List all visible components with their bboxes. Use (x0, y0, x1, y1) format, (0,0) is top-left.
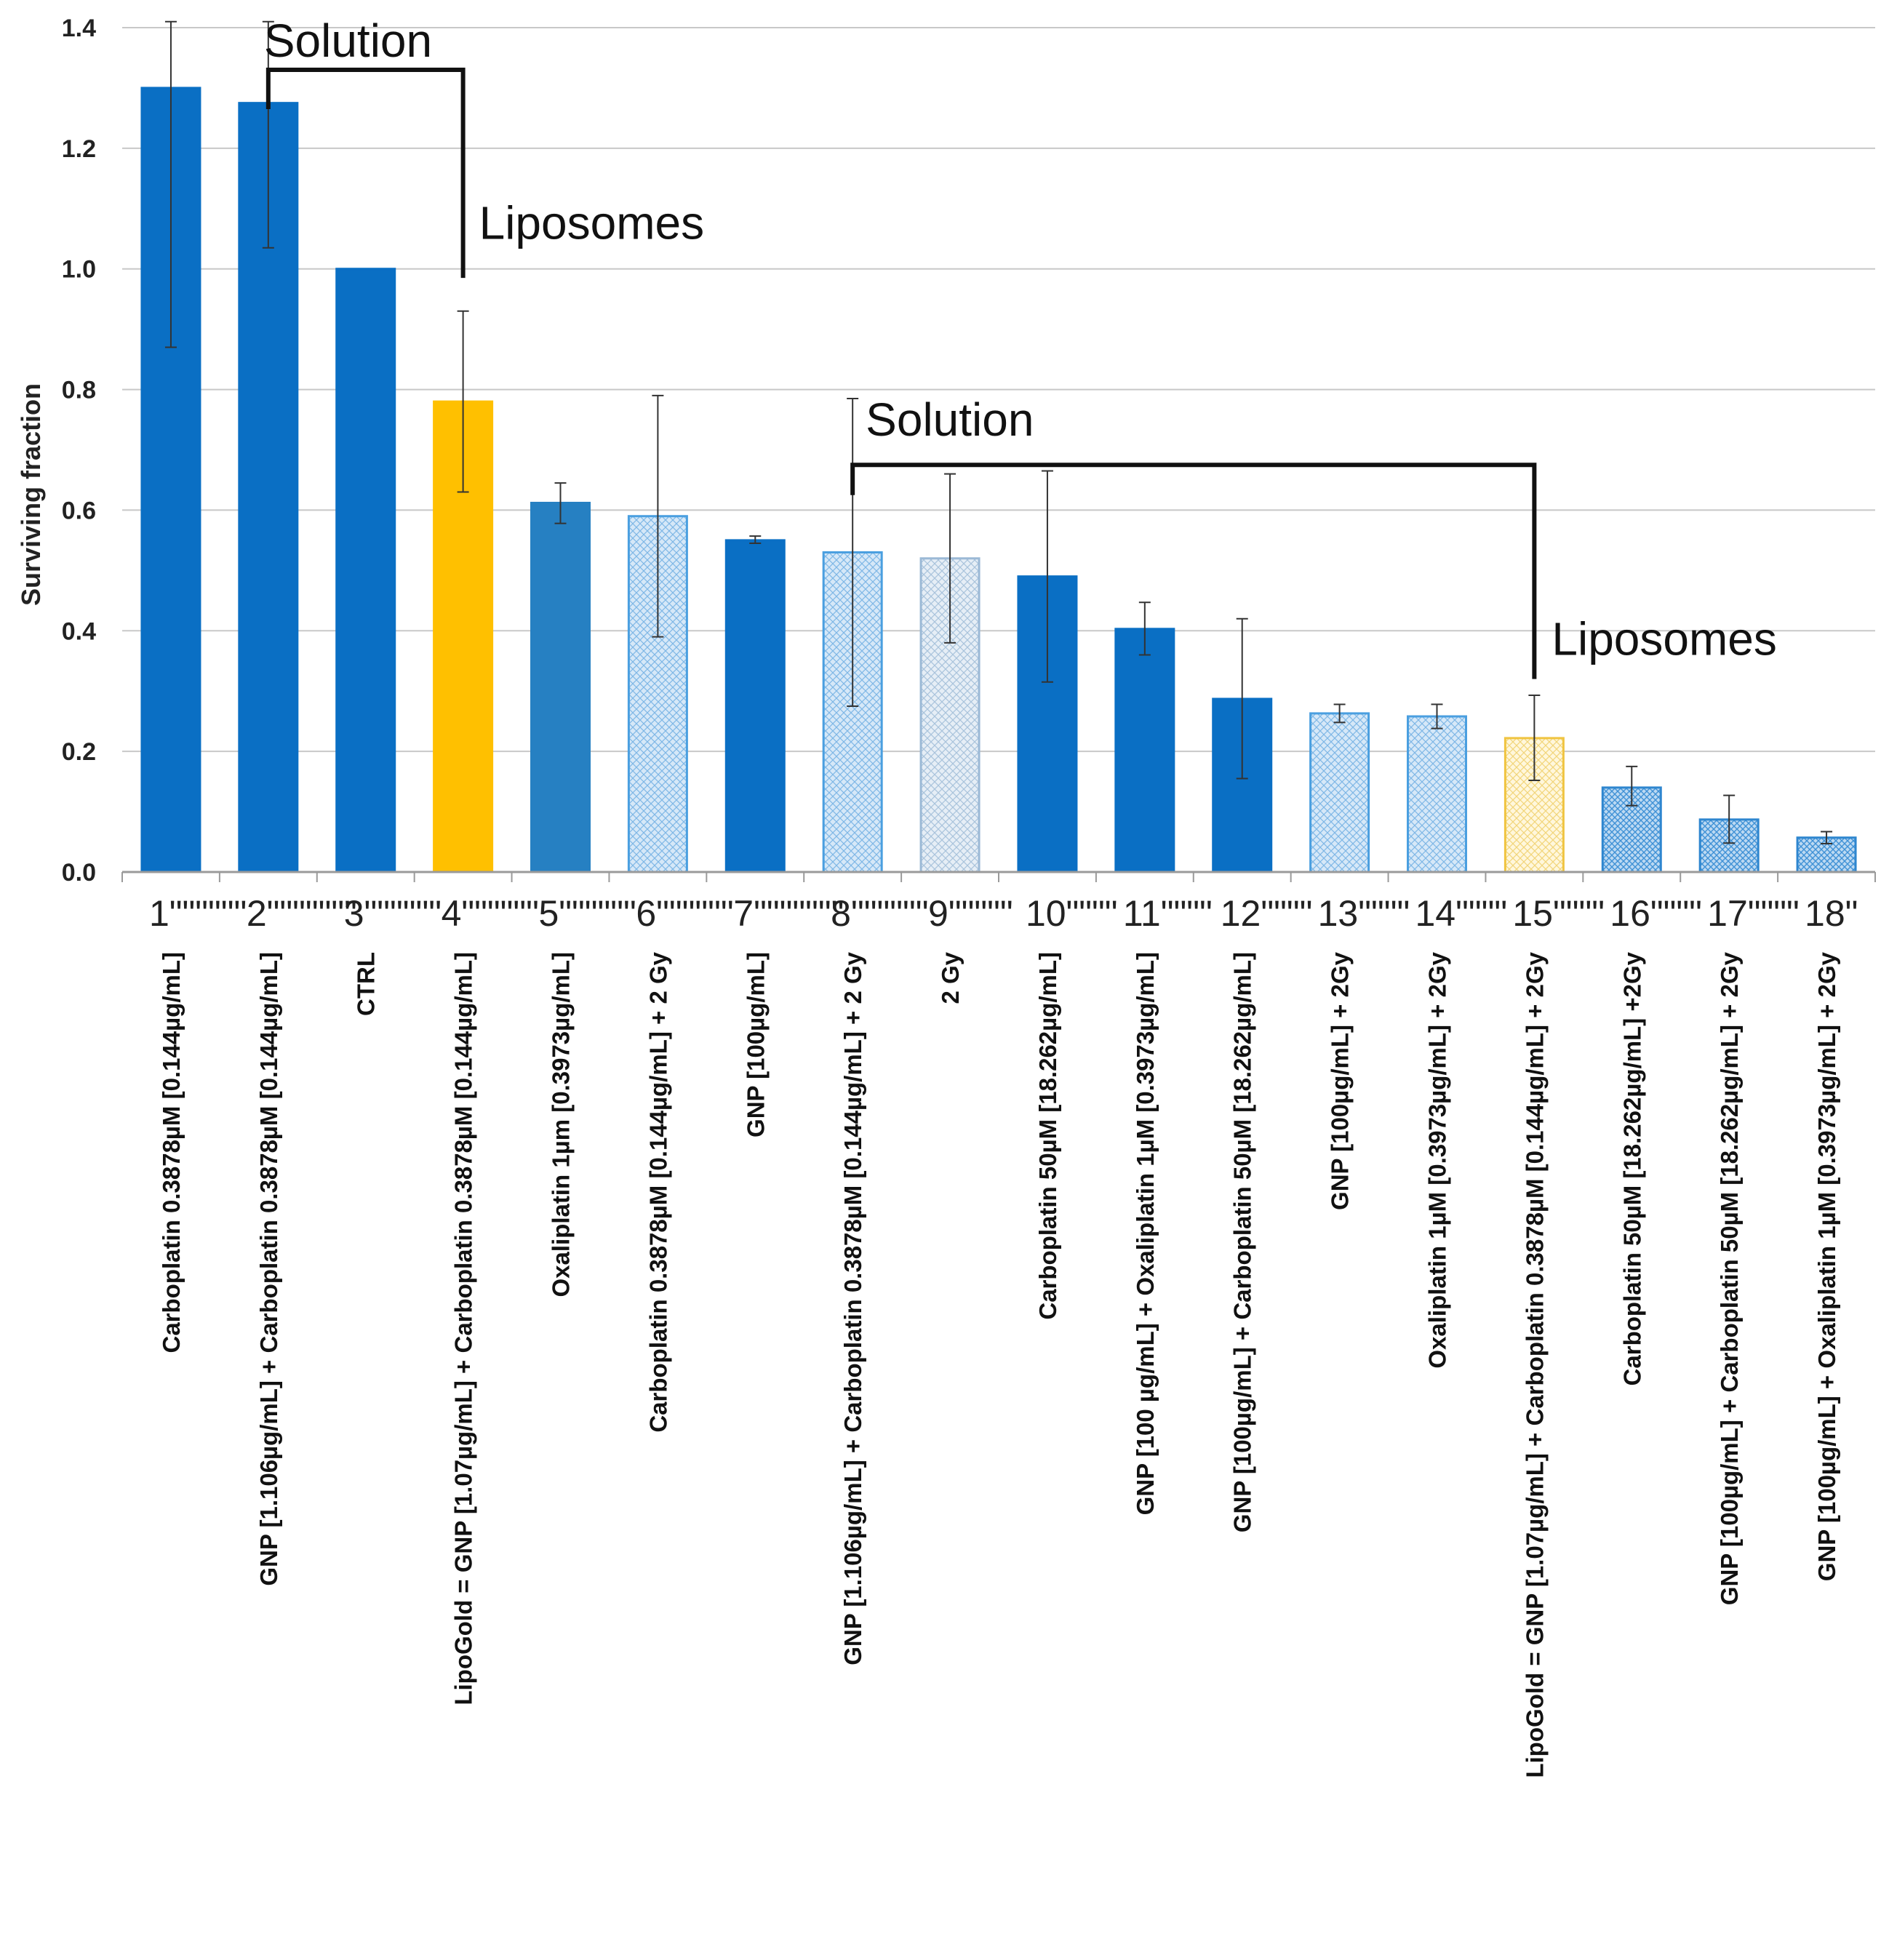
category-label: GNP [1.106µg/mL] + Carboplatin 0.3878µM … (839, 951, 866, 1665)
gridlines (122, 27, 1875, 753)
category-label: Carboplatin 0.3878µM [0.144µg/mL] + 2 Gy (644, 951, 671, 1432)
category-label: Carboplatin 50µM [18.262µg/mL] (1034, 952, 1061, 1320)
bar-number: 6"""""" (636, 893, 733, 934)
error-bar (1041, 470, 1053, 683)
category-label: Carboplatin 0.3878µM [0.144µg/mL] (158, 952, 185, 1353)
bar (335, 268, 396, 873)
bars (140, 87, 1857, 873)
bar-number: 11"""" (1123, 893, 1213, 934)
bar-number: 15"""" (1512, 893, 1605, 934)
category-label: GNP [100µg/mL] + Carboplatin 50µM [18.26… (1229, 952, 1256, 1532)
bar-number: 18" (1805, 893, 1858, 934)
bar (724, 539, 786, 873)
bar-number: 10"""" (1026, 893, 1118, 934)
category-label: Oxaliplatin 1µm [0.3973µg/mL] (548, 952, 575, 1297)
category-label: CTRL (353, 952, 380, 1016)
error-bar (262, 20, 274, 249)
category-label: GNP [100 µg/mL] + Oxaliplatin 1µM [0.397… (1132, 952, 1159, 1515)
y-tick-label: 1.4 (62, 15, 96, 42)
annotations: Solution Liposomes Solution Liposomes (264, 15, 1777, 679)
y-axis-label: Surviving fraction (16, 383, 46, 606)
y-tick-label: 0.8 (62, 377, 96, 404)
bar-number: 14"""" (1415, 893, 1508, 934)
category-label: LipoGold = GNP [1.07µg/mL] + Carboplatin… (450, 952, 477, 1705)
solution-label-1: Solution (264, 15, 432, 67)
liposomes-label-2: Liposomes (1551, 612, 1777, 665)
x-axis-ticks (121, 872, 1876, 882)
category-label: GNP [100µg/mL] + Oxaliplatin 1µM [0.3973… (1813, 951, 1840, 1581)
bar-number: 16"""" (1610, 893, 1702, 934)
bar-number: 4"""""" (442, 893, 539, 934)
bar-number: 3"""""" (344, 893, 442, 934)
bar-number: 2""""""" (247, 893, 357, 934)
error-bar (1528, 695, 1541, 781)
error-bar (1821, 831, 1833, 845)
bracket-line (265, 68, 466, 279)
liposomes-label-1: Liposomes (479, 196, 705, 249)
y-tick-label: 1.2 (62, 135, 96, 163)
solution-bracket-2 (850, 463, 1537, 679)
error-bar (1236, 617, 1248, 780)
error-bar (1723, 794, 1736, 844)
y-tick-label: 0.2 (62, 738, 96, 766)
y-tick-label: 0.4 (62, 617, 96, 645)
bar-number: 8"""""" (831, 893, 928, 934)
solution-label-2: Solution (866, 393, 1034, 446)
solution-bracket-1 (265, 68, 466, 279)
bar (1407, 715, 1467, 873)
bar (1309, 712, 1370, 873)
y-tick-label: 0.6 (62, 497, 96, 524)
error-bar (944, 473, 957, 644)
error-bar (749, 535, 762, 545)
y-axis-ticks: 0.0 0.2 0.4 0.6 0.8 1.0 1.2 1.4 (62, 15, 96, 887)
bracket-line (850, 463, 1537, 679)
error-bar (457, 310, 469, 493)
bar-number: 7""""""" (733, 893, 844, 934)
bar-numbers: 1"""""" 2"""""""3"""""" 4"""""" 5"""""" 6"""… (149, 893, 1858, 934)
bar (1017, 575, 1078, 873)
category-label: Oxaliplatin 1µM [0.3973µg/mL] + 2Gy (1424, 951, 1451, 1368)
bar (530, 501, 591, 873)
bar-number: 1"""""" (149, 893, 247, 934)
bar-number: 17"""" (1707, 893, 1800, 934)
y-tick-label: 0.0 (62, 859, 96, 887)
error-bar (1333, 703, 1346, 724)
bar (1114, 628, 1175, 873)
category-labels: Carboplatin 0.3878µM [0.144µg/mL] GNP [1.… (158, 951, 1840, 1777)
category-label: GNP [100µg/mL] (742, 952, 769, 1137)
bar (1212, 697, 1273, 873)
category-label: Carboplatin 50µM [18.262µg/mL] +2Gy (1618, 951, 1645, 1385)
category-label: 2 Gy (937, 951, 964, 1004)
error-bars (164, 20, 1833, 845)
error-bar (847, 398, 859, 707)
category-label: GNP [1.106µg/mL] + Carboplatin 0.3878µM … (255, 952, 282, 1586)
error-bar (554, 482, 567, 524)
error-bar (164, 20, 177, 348)
bar-number: 12"""" (1221, 893, 1313, 934)
y-tick-label: 1.0 (62, 256, 96, 284)
bar-number: 13"""" (1318, 893, 1410, 934)
bar-number: 9""""" (928, 893, 1013, 934)
error-bar (1138, 601, 1151, 656)
error-bar (1626, 765, 1638, 807)
bar-number: 5"""""" (539, 893, 636, 934)
category-label: GNP [100µg/mL] + 2Gy (1327, 951, 1354, 1210)
category-label: GNP [100µg/mL] + Carboplatin 50µM [18.26… (1716, 951, 1743, 1605)
category-label: LipoGold = GNP [1.07µg/mL] + Carboplatin… (1521, 951, 1548, 1777)
error-bar (652, 394, 664, 638)
error-bar (1431, 703, 1443, 729)
